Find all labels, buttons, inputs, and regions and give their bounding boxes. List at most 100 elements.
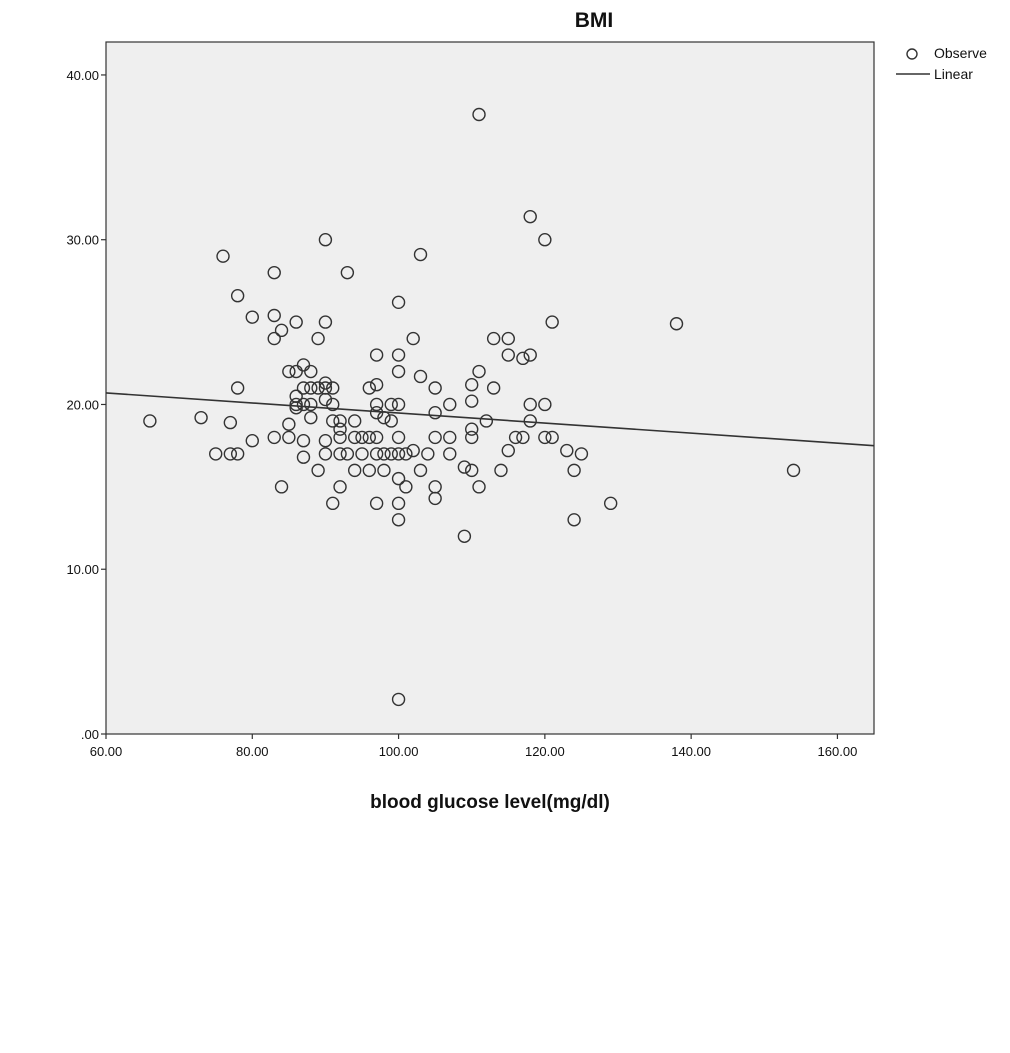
data-point: [391, 430, 406, 445]
x-tick-label: 100.00: [379, 744, 419, 759]
data-point: [223, 447, 238, 461]
legend-circle-marker: [906, 48, 918, 60]
data-point: [391, 513, 406, 527]
data-point: [516, 351, 530, 366]
data-point: [333, 480, 347, 494]
data-point: [545, 315, 559, 329]
x-tick-label: 120.00: [525, 744, 565, 759]
y-tick-label: .00: [81, 727, 99, 742]
data-point: [304, 381, 318, 395]
data-point: [486, 381, 501, 395]
legend: Observe Linear: [896, 45, 987, 82]
data-point: [369, 447, 384, 461]
y-tick-label: 10.00: [66, 562, 99, 577]
data-point: [523, 209, 537, 224]
data-point: [377, 410, 391, 425]
data-point: [318, 447, 333, 461]
data-point: [428, 381, 442, 395]
data-point: [567, 463, 581, 478]
data-point: [369, 496, 384, 511]
data-point: [289, 315, 303, 329]
data-point: [479, 414, 494, 428]
data-point: [267, 331, 281, 346]
data-point: [311, 381, 325, 395]
data-point: [486, 331, 501, 346]
data-point: [143, 414, 157, 428]
data-point: [501, 331, 515, 346]
data-point: [494, 463, 508, 478]
data-point: [516, 430, 530, 445]
data-point: [369, 430, 384, 445]
plot-area: [105, 41, 875, 735]
data-point: [318, 376, 333, 390]
data-point: [567, 513, 581, 527]
data-point: [311, 331, 325, 346]
data-point: [465, 430, 479, 445]
data-point: [333, 447, 347, 461]
data-point: [413, 463, 428, 478]
data-point: [428, 430, 442, 445]
y-axis: .00 10.00 20.00 30.00 40.00: [66, 68, 106, 742]
data-point: [391, 471, 406, 486]
data-point: [340, 265, 355, 280]
x-axis: 60.00 80.00 100.00 120.00 140.00 160.00: [90, 734, 858, 759]
data-point: [369, 348, 384, 362]
data-point: [457, 529, 472, 543]
data-point: [333, 414, 347, 428]
data-point: [465, 463, 479, 478]
x-axis-title: blood glucose level(mg/dl): [370, 792, 610, 813]
data-point: [443, 430, 457, 445]
data-point: [603, 496, 618, 511]
data-point: [304, 410, 318, 425]
data-point: [326, 414, 340, 428]
data-point: [274, 323, 289, 338]
x-tick-label: 160.00: [818, 744, 858, 759]
data-point: [501, 443, 515, 458]
data-point: [296, 381, 311, 395]
data-point: [523, 397, 537, 412]
data-point: [326, 496, 340, 511]
data-point: [465, 378, 479, 392]
data-point: [428, 491, 442, 506]
data-point: [786, 463, 801, 478]
data-point: [318, 434, 333, 448]
data-point: [457, 460, 472, 474]
data-point: [406, 443, 420, 458]
data-point: [267, 308, 281, 323]
data-point: [347, 430, 362, 445]
data-point: [289, 401, 303, 415]
data-point: [282, 430, 296, 445]
data-point: [384, 447, 398, 461]
data-point: [538, 233, 552, 247]
regression-line-group: [105, 392, 875, 447]
data-point: [340, 447, 355, 461]
data-point: [472, 107, 486, 122]
data-point: [472, 480, 486, 494]
data-point: [245, 434, 259, 448]
data-point: [326, 397, 340, 412]
linear-fit-line: [105, 392, 875, 447]
data-point: [399, 480, 413, 494]
data-point: [209, 447, 223, 461]
data-point: [391, 397, 406, 412]
data-point: [391, 692, 406, 707]
data-point: [369, 406, 384, 420]
data-point: [545, 430, 559, 445]
data-point: [391, 348, 406, 362]
data-point: [282, 364, 296, 379]
x-tick-label: 60.00: [90, 744, 123, 759]
data-point: [304, 364, 318, 379]
data-point: [523, 414, 537, 428]
legend-label-observed: Observe: [934, 45, 987, 61]
data-point: [391, 447, 406, 461]
data-point: [443, 397, 457, 412]
data-point: [296, 397, 311, 412]
data-point: [245, 310, 259, 324]
data-point: [347, 463, 362, 478]
data-point: [399, 447, 413, 461]
data-point: [326, 381, 340, 395]
data-point: [413, 247, 428, 262]
data-point: [333, 430, 347, 445]
data-point: [267, 430, 281, 445]
data-point: [472, 364, 486, 379]
